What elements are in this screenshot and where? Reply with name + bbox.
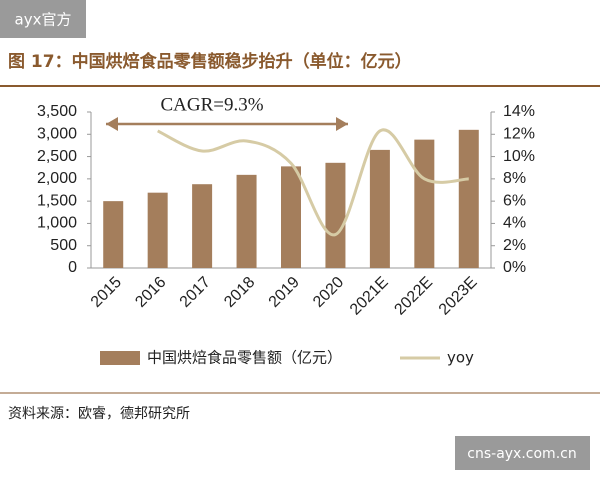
chart-title: 图 17：中国烘焙食品零售额稳步抬升（单位：亿元） — [8, 51, 412, 72]
y2-tick-label: 6% — [503, 192, 526, 209]
y-tick-label: 2,500 — [37, 148, 77, 165]
watermark: cns-ayx.com.cn — [467, 446, 576, 462]
x-tick-label: 2018 — [221, 274, 258, 311]
x-tick-label: 2020 — [310, 274, 347, 311]
x-tick-label: 2015 — [88, 274, 125, 311]
bar — [192, 184, 213, 268]
x-tick-label: 2019 — [266, 274, 303, 311]
x-tick-label: 2021E — [347, 274, 392, 319]
bar — [458, 129, 479, 268]
source: 资料来源：欧睿，德邦研究所 — [8, 406, 190, 422]
y2-tick-label: 4% — [503, 215, 526, 232]
x-tick-label: 2022E — [391, 274, 436, 319]
y2-tick-label: 2% — [503, 237, 526, 254]
bar — [281, 166, 301, 268]
y2-tick-label: 8% — [503, 170, 526, 187]
bar — [325, 162, 346, 268]
y-tick-label: 1,000 — [37, 215, 77, 232]
y2-tick-label: 12% — [503, 126, 535, 143]
x-tick-label: 2023E — [436, 274, 481, 319]
bar — [414, 139, 435, 268]
bar — [147, 192, 168, 268]
line — [157, 128, 469, 237]
y2-tick-label: 10% — [503, 148, 535, 165]
x-tick-label: 2017 — [177, 274, 214, 311]
y-tick-label: 3,500 — [37, 103, 77, 120]
bar — [236, 174, 257, 268]
bar — [369, 149, 390, 268]
legend-swatch — [100, 351, 140, 365]
watermark-box — [455, 436, 590, 470]
y-tick-label: 500 — [50, 237, 77, 254]
bar — [103, 201, 124, 268]
annotation: CAGR=9.3% — [160, 94, 263, 115]
y-tick-label: 1,500 — [37, 192, 77, 209]
y-tick-label: 2,000 — [37, 170, 77, 187]
y2-tick-label: 14% — [503, 103, 535, 120]
legend-label: yoy — [447, 349, 474, 367]
legend-label: 中国烘焙食品零售额（亿元） — [147, 349, 342, 367]
y-tick-label: 3,000 — [37, 126, 77, 143]
y2-tick-label: 0% — [503, 259, 526, 276]
watermark: ayx官方 — [15, 11, 72, 29]
y-tick-label: 0 — [68, 259, 77, 276]
watermark-box — [0, 0, 86, 38]
x-tick-label: 2016 — [132, 274, 169, 311]
